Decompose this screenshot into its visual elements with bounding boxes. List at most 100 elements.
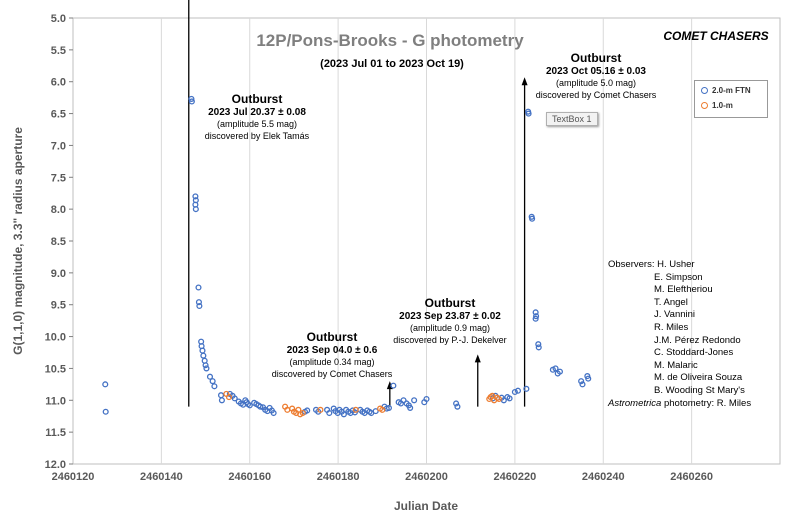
observer-name: E. Simpson [654, 271, 703, 283]
legend-label: 1.0-m [712, 101, 733, 110]
ftn-data-point [532, 315, 539, 322]
x-tick-label: 2460120 [52, 471, 95, 483]
ftn-data-point [195, 299, 202, 306]
outburst-date: 2023 Oct 05.16 ± 0.03 [546, 66, 646, 77]
axis-ticks: 2460120 2460140 2460160 2460180 2460200 24602… [45, 13, 713, 483]
ftn-data-point [423, 395, 430, 403]
ftn-data-point [579, 381, 586, 388]
observer-name: J. Vannini [654, 309, 696, 321]
legend-entry-1m: 1.0-m [701, 101, 733, 110]
y-tick-label: 5.0 [51, 13, 66, 25]
ftn-data-point [192, 206, 199, 213]
one-m-data-point [299, 409, 306, 417]
ftn-data-point [218, 397, 225, 404]
legend-marker-icon [701, 102, 708, 110]
y-tick-label: 10.5 [45, 363, 66, 375]
x-tick-label: 2460160 [228, 471, 271, 483]
ftn-data-point [304, 407, 311, 414]
ftn-data-point [196, 302, 203, 310]
y-tick-label: 11.0 [45, 395, 66, 407]
ftn-data-point [578, 378, 585, 385]
ftn-data-point [246, 402, 253, 409]
ftn-data-point [535, 344, 542, 351]
ftn-data-point [372, 408, 379, 415]
y-tick-label: 6.0 [51, 77, 66, 89]
observer-name: R. Miles [654, 321, 689, 333]
ftn-data-point [454, 403, 461, 410]
ftn-data-point [102, 381, 109, 388]
ftn-data-point [390, 382, 397, 389]
observer-name: T. Angel [654, 296, 688, 308]
outburst-date: 2023 Sep 04.0 ± 0.6 [287, 345, 378, 356]
chart-title: 12P/Pons-Brooks - G photometry [256, 31, 524, 50]
outburst-arrowhead [474, 354, 481, 363]
outburst-arrowhead [521, 77, 528, 86]
one-m-data-point [317, 406, 324, 413]
y-tick-label: 7.0 [51, 140, 66, 152]
astrometry-credit-text: photometry: R. Miles [661, 397, 752, 409]
outburst-title: Outburst [307, 330, 358, 344]
outburst-title: Outburst [425, 296, 476, 310]
ftn-data-point [523, 385, 530, 392]
corner-label: COMET CHASERS [663, 29, 768, 43]
ftn-data-point [209, 378, 216, 385]
y-axis-label: G(1,1,0) magnitude, 3.3" radius aperture [11, 127, 25, 355]
ftn-data-point [532, 309, 539, 316]
ftn-data-point [533, 313, 540, 320]
x-tick-label: 2460220 [493, 471, 536, 483]
grid-lines [160, 18, 693, 464]
ftn-data-point [552, 365, 559, 372]
observers-heading: Observers: H. Usher [608, 259, 695, 270]
x-tick-label: 2460240 [582, 471, 625, 483]
ftn-data-point [411, 397, 418, 404]
outburst-date: 2023 Jul 20.37 ± 0.08 [208, 107, 306, 118]
y-tick-label: 5.5 [51, 45, 66, 57]
legend-marker-icon [701, 87, 708, 95]
outburst-title: Outburst [232, 92, 283, 106]
y-tick-label: 12.0 [45, 459, 66, 471]
outburst-arrows [188, 0, 528, 407]
legend-label: 2.0-m FTN [712, 86, 751, 95]
ftn-data-point [511, 388, 518, 396]
y-tick-label: 11.5 [45, 427, 66, 439]
ftn-data-point [211, 383, 218, 390]
x-tick-label: 2460180 [317, 471, 360, 483]
y-tick-label: 6.5 [51, 109, 66, 121]
ftn-data-point [506, 395, 513, 402]
observer-name: M. de Oliveira Souza [654, 372, 743, 384]
x-axis-label: Julian Date [394, 499, 458, 513]
one-m-data-point [352, 406, 359, 413]
outburst-detail: (amplitude 0.34 mag) [289, 357, 374, 367]
ftn-data-point [270, 409, 277, 417]
ftn-data-point [453, 400, 460, 407]
astrometry-credit: Astrometrica photometry: R. Miles [608, 398, 751, 411]
textbox-placeholder[interactable]: TextBox 1 [546, 112, 598, 126]
ftn-data-point [400, 397, 407, 404]
ftn-data-point [102, 408, 109, 415]
outburst-title: Outburst [571, 51, 622, 65]
x-tick-label: 2460260 [670, 471, 713, 483]
legend-entry-ftn: 2.0-m FTN [701, 86, 751, 95]
ftn-data-point [556, 368, 563, 375]
ftn-data-point [529, 215, 536, 222]
outburst-detail: discovered by P.-J. Dekelver [393, 335, 506, 345]
y-tick-label: 8.5 [51, 236, 66, 248]
ftn-data-point [407, 404, 414, 411]
one-m-data-point [379, 406, 386, 413]
outburst-detail: discovered by Elek Tamás [205, 131, 310, 141]
y-tick-label: 9.0 [51, 268, 66, 280]
ftn-data-point [525, 110, 532, 117]
software-name: Astrometrica [608, 397, 662, 409]
one-m-data-point [495, 395, 503, 403]
observers-list: Observers: H. Usher E. Simpson M. Elefth… [608, 259, 751, 410]
chart-legend: 2.0-m FTN 1.0-m [694, 80, 768, 118]
outburst-detail: (amplitude 5.5 mag) [217, 119, 297, 129]
ftn-data-point [326, 409, 333, 417]
ftn-data-point [192, 193, 199, 200]
x-tick-label: 2460200 [405, 471, 448, 483]
observer-name: B. Wooding St Mary's [654, 384, 745, 396]
ftn-data-point [514, 387, 522, 394]
ftn-data-point [257, 403, 264, 410]
